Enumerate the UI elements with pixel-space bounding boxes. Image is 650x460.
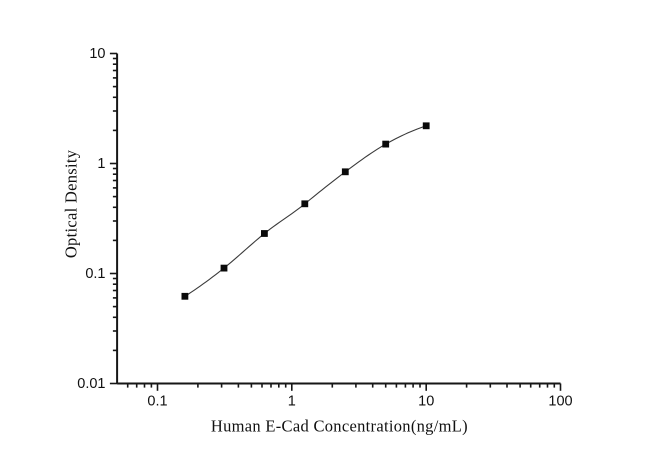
svg-text:1: 1: [97, 156, 105, 172]
svg-text:10: 10: [418, 394, 434, 410]
svg-text:0.1: 0.1: [85, 266, 105, 282]
svg-text:1: 1: [288, 394, 296, 410]
svg-text:Human E-Cad Concentration(ng/m: Human E-Cad Concentration(ng/mL): [211, 416, 468, 435]
svg-text:0.1: 0.1: [147, 394, 167, 410]
svg-text:10: 10: [89, 46, 105, 62]
svg-text:0.01: 0.01: [77, 376, 105, 392]
svg-text:Optical Density: Optical Density: [62, 149, 81, 258]
svg-text:100: 100: [548, 394, 572, 410]
